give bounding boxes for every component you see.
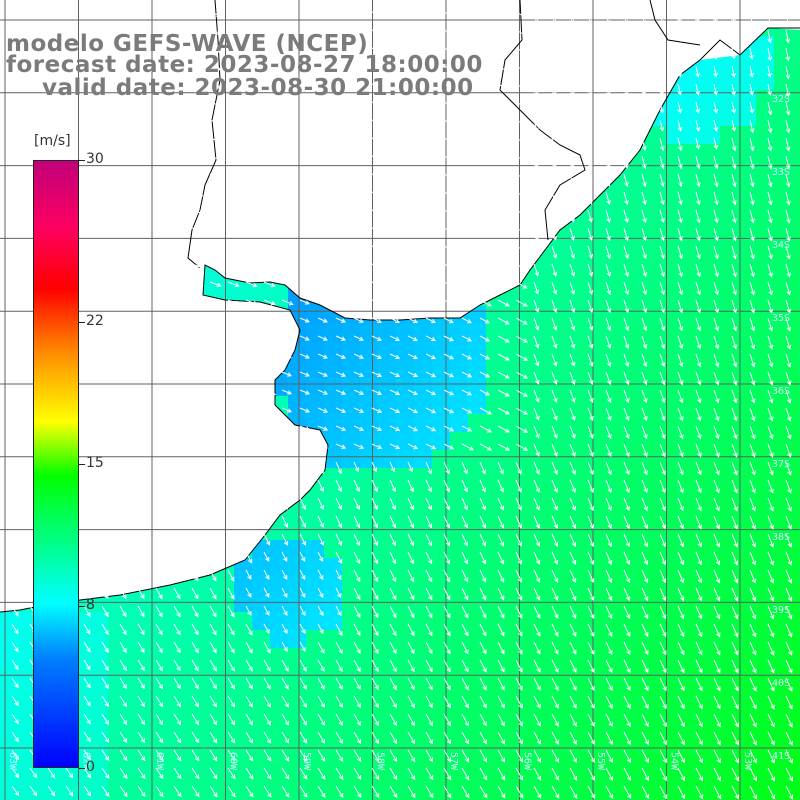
colorbar-tick-mark <box>79 768 85 769</box>
longitude-label: 62W <box>81 752 92 771</box>
latitude-label: 37S <box>772 459 790 470</box>
latitude-label: 36S <box>772 386 790 397</box>
colorbar <box>33 160 79 768</box>
latitude-label: 34S <box>772 240 790 251</box>
colorbar-tick-mark <box>79 605 85 607</box>
longitude-labels: 63W 62W 61W 60W 59W 58W 57W 56W 55W 54W 53W <box>7 752 753 771</box>
colorbar-tick-label: 0 <box>86 759 95 775</box>
longitude-label: 58W <box>375 752 386 771</box>
longitude-label: 53W <box>742 752 753 771</box>
coastline <box>0 0 800 613</box>
colorbar-tick-mark <box>79 160 85 161</box>
wind-vectors <box>11 11 794 800</box>
longitude-label: 63W <box>7 752 18 771</box>
latitude-label: 40S <box>772 678 790 689</box>
colorbar-tick-label: 22 <box>86 313 104 330</box>
longitude-label: 61W <box>154 752 165 771</box>
longitude-label: 59W <box>301 752 312 771</box>
longitude-label: 54W <box>669 752 680 771</box>
forecast-date: forecast date: 2023-08-27 18:00:00 <box>6 52 483 78</box>
latitude-label: 32S <box>772 94 790 105</box>
valid-date: valid date: 2023-08-30 21:00:00 <box>42 75 474 101</box>
latitude-labels: 32S 33S 34S 35S 36S 37S 38S 39S 40S 41S <box>772 94 790 762</box>
colorbar-tick-mark <box>79 464 85 465</box>
longitude-label: 57W <box>448 752 459 771</box>
colorbar-tick-label: 15 <box>86 455 104 471</box>
latitude-label: 38S <box>772 532 790 543</box>
latitude-label: 33S <box>772 167 790 178</box>
model-title: modelo GEFS-WAVE (NCEP) <box>6 31 369 57</box>
latitude-label: 41S <box>772 751 790 762</box>
latitude-label: 35S <box>772 313 790 324</box>
latitude-label: 39S <box>772 605 790 616</box>
colorbar-tick-label: 8 <box>86 596 95 613</box>
longitude-label: 60W <box>228 752 239 771</box>
longitude-label: 55W <box>595 752 606 771</box>
colorbar-tick-label: 30 <box>86 151 104 167</box>
colorbar-unit: [m/s] <box>34 133 71 149</box>
colorbar-tick-mark <box>79 322 85 324</box>
longitude-label: 56W <box>522 752 533 771</box>
